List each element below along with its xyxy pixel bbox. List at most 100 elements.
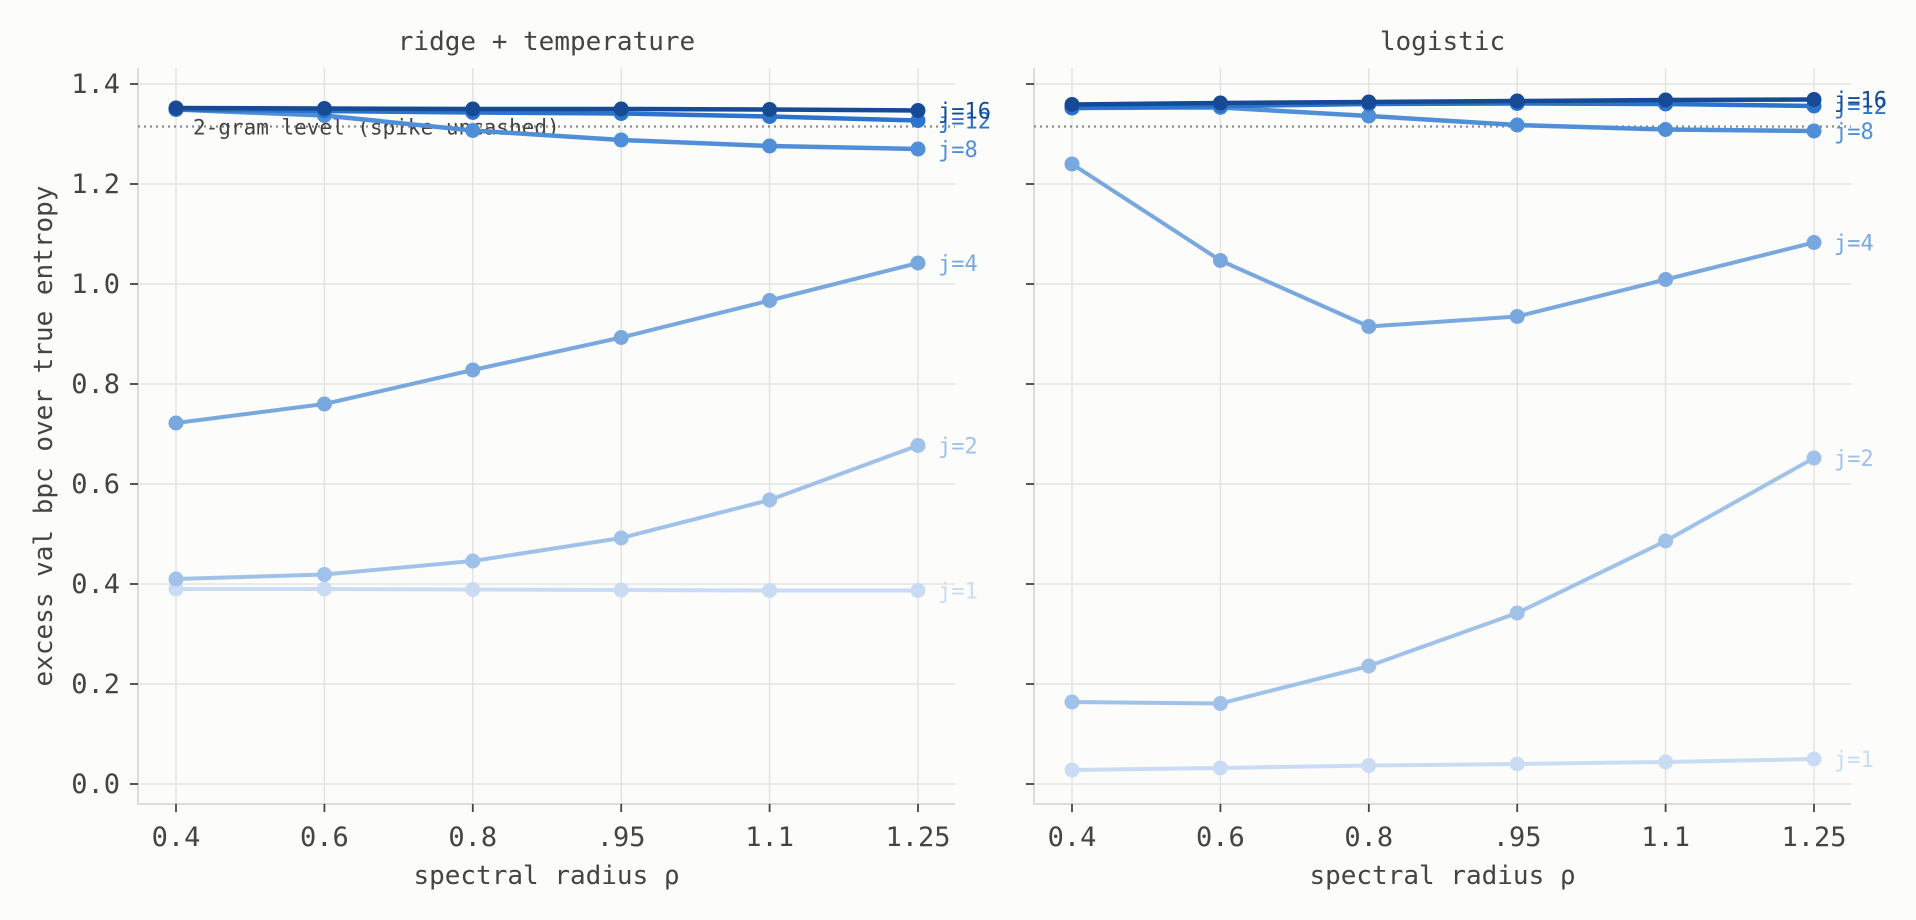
series-end-label: j=2 — [1834, 447, 1874, 472]
series-line — [1070, 456, 1816, 706]
series-j=2: j=2 — [1064, 447, 1874, 711]
panel-title: ridge + temperature — [398, 27, 695, 57]
x-tick-label: .95 — [1493, 822, 1542, 853]
data-point — [465, 553, 481, 569]
data-point — [1212, 760, 1228, 776]
data-point — [613, 582, 629, 598]
data-point — [316, 396, 332, 412]
series-line — [1070, 757, 1816, 772]
series-end-label: j=8 — [1834, 120, 1874, 145]
y-tick-label: 0.0 — [71, 769, 120, 800]
series-end-label: j=16 — [938, 100, 991, 125]
y-tick-label: 1.2 — [71, 169, 120, 200]
data-point — [465, 362, 481, 378]
data-point — [465, 123, 481, 138]
x-tick-label: 1.25 — [885, 822, 950, 853]
data-point — [1212, 95, 1228, 111]
data-point — [1361, 758, 1377, 773]
y-tick-label: 0.2 — [71, 669, 120, 700]
x-tick-label: 1.25 — [1781, 822, 1846, 853]
data-point — [316, 101, 332, 116]
panel-title: logistic — [1380, 27, 1505, 57]
data-point — [762, 583, 778, 598]
x-tick-label: 0.8 — [1344, 822, 1393, 853]
series-line — [173, 107, 921, 152]
data-point — [168, 415, 184, 431]
x-tick-label: .95 — [597, 822, 646, 853]
data-point — [1658, 122, 1674, 137]
data-point — [1361, 658, 1377, 674]
y-tick-label: 0.4 — [71, 569, 120, 600]
data-point — [1806, 450, 1822, 466]
series-end-label: j=12 — [1834, 95, 1887, 120]
series-j=2: j=2 — [168, 435, 978, 587]
data-point — [1509, 309, 1525, 324]
series-end-label: j=4 — [1834, 232, 1874, 257]
data-point — [168, 100, 184, 116]
data-point — [1658, 533, 1674, 549]
data-point — [910, 583, 926, 598]
x-tick-label: 1.1 — [1641, 822, 1690, 853]
panel-2: 0.4 0.6 0.8 .95 1.1 1.25 logistic spectral radi… — [1026, 27, 1887, 891]
data-point — [1064, 156, 1080, 172]
axes-spine — [137, 68, 955, 805]
data-point — [316, 581, 332, 597]
series-end-label: j=2 — [938, 435, 978, 460]
data-point — [1361, 94, 1377, 110]
axes-spine — [1033, 68, 1851, 805]
grid — [138, 68, 955, 804]
data-point — [1212, 253, 1228, 268]
data-point — [168, 571, 184, 587]
data-point — [910, 103, 926, 118]
panel-1: 0.0 0.2 0.4 0.6 0.8 1.0 1.2 1.4 0.4 0.6 0.8 .95 1.1 1… — [29, 27, 991, 891]
series-end-label: j=1 — [1834, 748, 1874, 773]
grid — [1034, 68, 1851, 804]
data-point — [316, 567, 332, 582]
series-end-label: j=4 — [938, 252, 978, 277]
series-j=12: j=12 — [168, 102, 991, 135]
data-point — [1658, 272, 1674, 287]
series-j=16: j=16 — [168, 100, 991, 125]
data-point — [613, 101, 629, 117]
x-tick-label: 0.6 — [300, 822, 349, 853]
x-tick-label: 0.6 — [1196, 822, 1245, 853]
data-point — [613, 530, 629, 546]
data-point — [1806, 92, 1822, 107]
data-point — [1509, 93, 1525, 109]
x-tick-label: 0.4 — [1048, 822, 1097, 853]
x-tick-label: 1.1 — [745, 822, 794, 853]
y-tick-label: 0.8 — [71, 369, 120, 400]
series-end-label: j=12 — [938, 110, 991, 135]
x-tick-label: 0.8 — [448, 822, 497, 853]
y-tick-label: 1.4 — [71, 69, 120, 100]
data-point — [762, 492, 778, 508]
y-tick-label: 0.6 — [71, 469, 120, 500]
data-point — [762, 102, 778, 117]
data-point — [1064, 97, 1080, 112]
series-line — [174, 261, 920, 425]
data-point — [762, 293, 778, 308]
data-point — [465, 582, 481, 597]
series-j=4: j=4 — [168, 252, 978, 431]
data-point — [1806, 751, 1822, 767]
data-point — [613, 132, 629, 148]
data-point — [1361, 108, 1377, 124]
data-point — [1658, 92, 1674, 108]
data-point — [1064, 694, 1080, 710]
data-point — [1509, 605, 1525, 621]
series-line — [1070, 162, 1816, 329]
data-point — [762, 138, 778, 154]
data-point — [910, 438, 926, 453]
series-end-label: j=16 — [1834, 89, 1887, 114]
data-point — [1806, 123, 1822, 139]
series-line — [1069, 97, 1817, 107]
data-point — [1212, 696, 1228, 711]
data-point — [1806, 235, 1822, 250]
x-axis-label: spectral radius ρ — [1309, 861, 1575, 891]
data-point — [1509, 756, 1525, 772]
data-point — [465, 101, 481, 117]
series-j=16: j=16 — [1064, 89, 1887, 114]
data-point — [1509, 117, 1525, 133]
data-point — [910, 141, 926, 157]
